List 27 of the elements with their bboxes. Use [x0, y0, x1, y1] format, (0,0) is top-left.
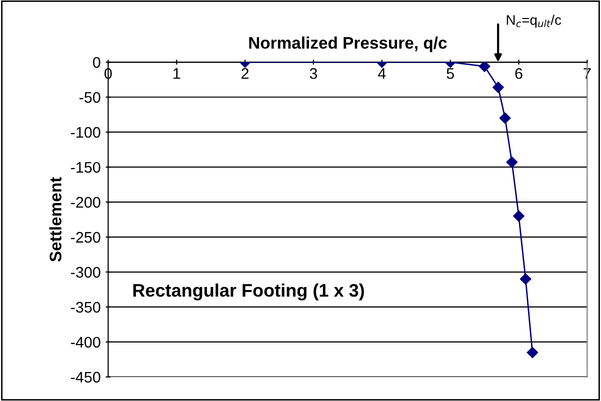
y-tick-label: -50 — [79, 92, 100, 103]
y-tick-label: -250 — [70, 232, 100, 243]
y-tick-label: -450 — [70, 372, 100, 383]
y-tick-label: -400 — [70, 336, 100, 348]
y-tick-label: -100 — [70, 126, 100, 138]
y-tick-label: -200 — [70, 196, 100, 208]
point — [492, 82, 504, 93]
x-tick-label: 6 — [515, 68, 522, 79]
y-axis-title: Settlement — [49, 177, 62, 262]
point — [499, 112, 511, 124]
y-tick-label: 0 — [92, 57, 100, 68]
x-axis-title: Normalized Pressure, q/c — [249, 36, 447, 52]
point — [506, 156, 518, 168]
x-tick-label: 5 — [446, 68, 454, 79]
x-tick-label: 1 — [174, 68, 180, 79]
point — [520, 273, 532, 285]
point — [513, 210, 524, 222]
y-tick-label: -300 — [70, 266, 100, 278]
annotation: Rectangular Footing (1 x 3) — [133, 283, 364, 300]
point — [478, 62, 490, 72]
y-tick-label: -150 — [70, 162, 100, 173]
text: N$_{c}$=q$_{ult}$/c — [506, 14, 562, 28]
point — [526, 346, 538, 358]
x-tick-label: 2 — [242, 68, 249, 79]
x-tick-label: 4 — [378, 68, 386, 79]
x-tick-label: 3 — [310, 68, 318, 79]
y-tick-label: -350 — [70, 302, 100, 313]
